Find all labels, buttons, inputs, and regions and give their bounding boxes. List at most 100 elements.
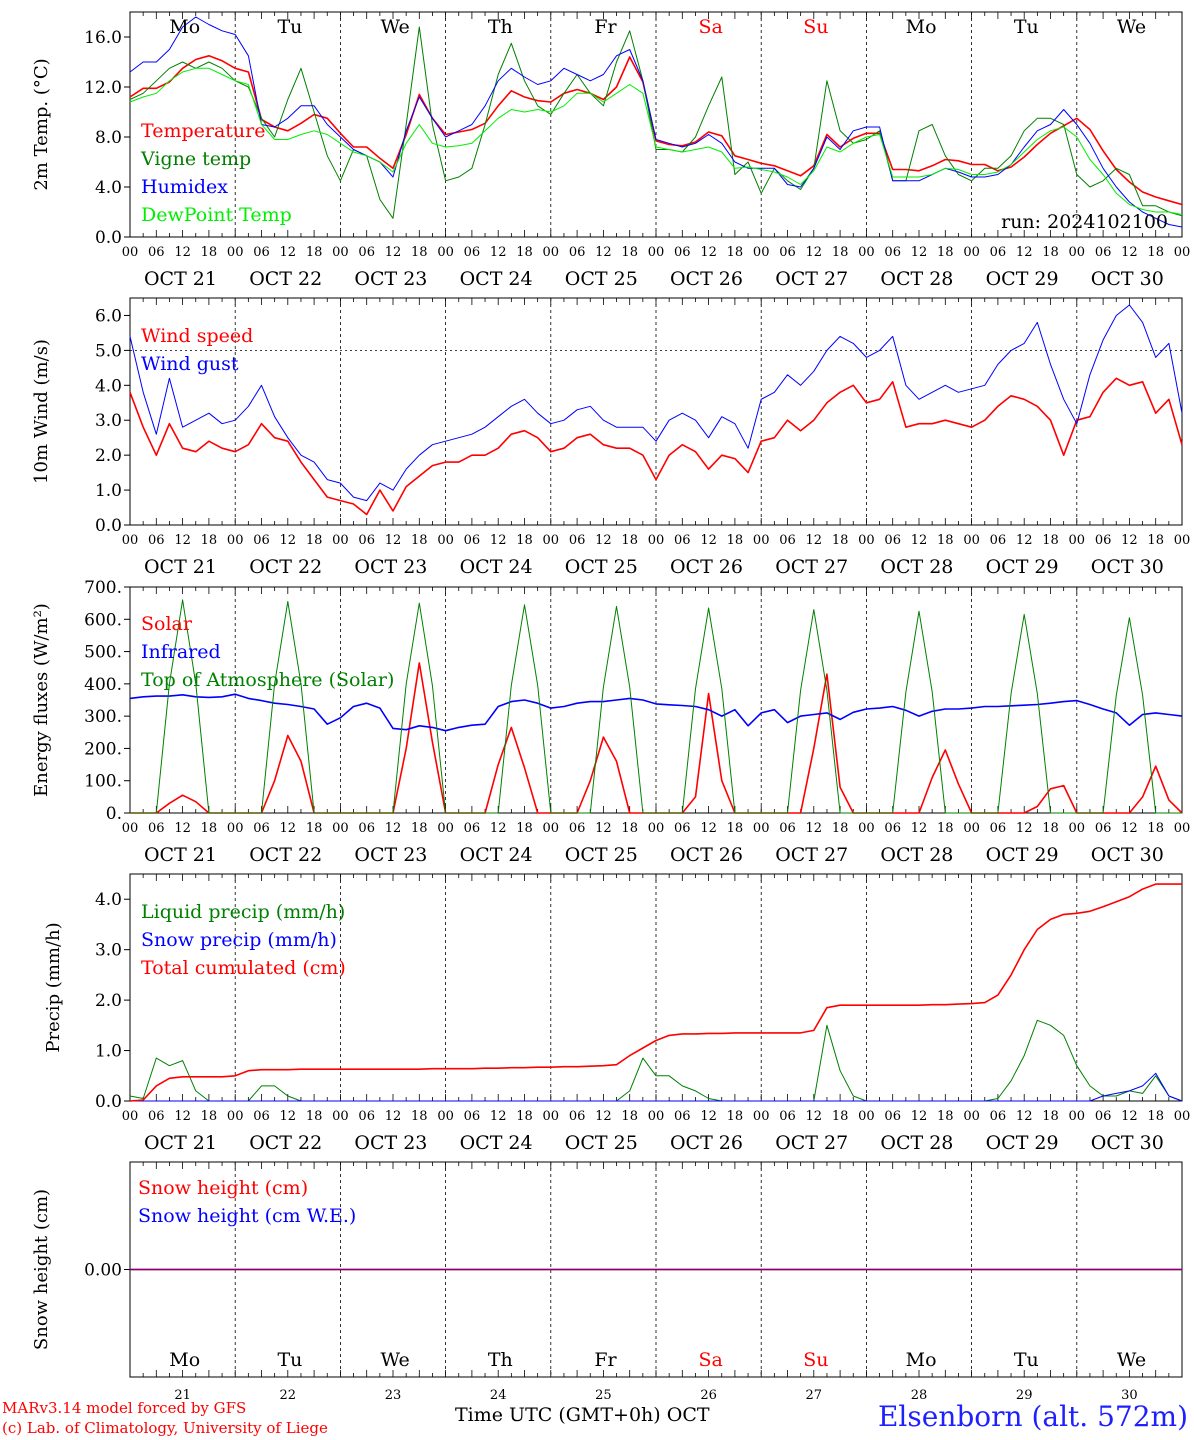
hour-tick-label: 12 [280,245,297,260]
hour-tick-label: 00 [858,821,875,836]
weekday-label: Fr [594,16,617,38]
weekday-label: Th [488,1349,513,1371]
hour-tick-label: 12 [595,245,612,260]
hour-tick-label: 06 [884,1109,901,1124]
hour-tick-label: 12 [1121,533,1138,548]
hour-tick-label: 12 [385,1109,402,1124]
hour-tick-label: 12 [280,533,297,548]
y-tick-label: 0.0 [95,228,122,248]
hour-tick-label: 18 [621,533,638,548]
x-axis-label: Time UTC (GMT+0h) OCT [455,1404,710,1426]
hour-tick-label: 18 [411,533,428,548]
day-number-label: 28 [911,1388,928,1403]
y-tick-label: 2.0 [95,991,122,1011]
hour-tick-label: 18 [411,1109,428,1124]
hour-tick-label: 06 [779,1109,796,1124]
legend-entry: Solar [141,613,193,635]
hour-tick-label: 00 [858,533,875,548]
hour-tick-label: 12 [280,1109,297,1124]
weekday-label: Tu [1014,16,1039,38]
hour-tick-label: 06 [358,1109,375,1124]
hour-tick-label: 00 [648,533,665,548]
series-line-infrared [129,693,1183,732]
hour-tick-label: 18 [1042,533,1059,548]
hour-tick-label: 12 [700,821,717,836]
hour-tick-label: 18 [937,821,954,836]
hour-tick-label: 00 [227,821,244,836]
hour-tick-label: 00 [1069,533,1086,548]
hour-tick-label: 06 [253,821,270,836]
day-number-label: 25 [595,1388,612,1403]
hour-tick-label: 00 [648,821,665,836]
date-label: OCT 23 [354,268,427,290]
legend-entry: Top of Atmosphere (Solar) [141,669,394,691]
hour-tick-label: 06 [148,821,165,836]
y-tick-label: 16.0 [84,28,122,48]
day-number-label: 24 [490,1388,507,1403]
hour-tick-label: 18 [411,245,428,260]
date-label: OCT 25 [565,556,638,578]
hour-tick-label: 12 [490,1109,507,1124]
hour-tick-label: 06 [464,533,481,548]
legend-entry: Infrared [141,641,221,663]
weekday-label: Mo [906,16,937,38]
hour-tick-label: 18 [306,1109,323,1124]
hour-tick-label: 18 [727,1109,744,1124]
hour-tick-label: 18 [621,245,638,260]
series-line-vigne-temp [129,26,1183,219]
date-label: OCT 29 [986,844,1059,866]
hour-tick-label: 06 [990,1109,1007,1124]
weekday-label: Tu [277,16,302,38]
y-axis-label: 2m Temp. (°C) [31,58,52,190]
hour-tick-label: 00 [963,821,980,836]
hour-tick-label: 06 [990,821,1007,836]
date-label: OCT 27 [775,556,848,578]
hour-tick-label: 06 [253,533,270,548]
date-label: OCT 26 [670,556,743,578]
weekday-label: We [1117,1349,1146,1371]
series-line-dewpoint-temp [129,67,1183,215]
hour-tick-label: 06 [779,245,796,260]
date-label: OCT 30 [1091,844,1164,866]
hour-tick-label: 18 [306,245,323,260]
legend-entry: DewPoint Temp [141,204,292,226]
hour-tick-label: 18 [306,821,323,836]
hour-tick-label: 18 [727,245,744,260]
hour-tick-label: 06 [990,533,1007,548]
hour-tick-label: 06 [464,821,481,836]
x-axis-month: OCT [666,1404,710,1426]
hour-tick-label: 12 [385,245,402,260]
legend-entry: Wind gust [141,353,239,375]
hour-tick-label: 00 [437,1109,454,1124]
series-line-snow-precip-mm-h- [130,1072,1183,1102]
weekday-label: Th [488,16,513,38]
y-tick-label: 1.0 [95,1042,122,1062]
hour-tick-label: 12 [595,533,612,548]
weekday-label: Su [803,16,828,38]
y-tick-label: 400. [84,675,122,695]
hour-tick-label: 12 [1016,821,1033,836]
hour-tick-label: 06 [358,821,375,836]
hour-tick-label: 12 [490,245,507,260]
hour-tick-label: 18 [411,821,428,836]
hour-tick-label: 00 [437,821,454,836]
date-label: OCT 22 [249,1132,322,1154]
y-tick-label: 6.0 [95,306,122,326]
series-line-humidex [129,16,1183,228]
day-number-label: 29 [1016,1388,1033,1403]
y-tick-label: 100. [84,772,122,792]
y-tick-label: 200. [84,739,122,759]
hour-tick-label: 06 [464,1109,481,1124]
hour-tick-label: 06 [358,245,375,260]
date-label: OCT 24 [460,1132,533,1154]
hour-tick-label: 00 [753,533,770,548]
station-name: Elsenborn (alt. 572m) [877,1400,1188,1433]
hour-tick-label: 18 [516,821,533,836]
day-number-label: 30 [1121,1388,1138,1403]
hour-tick-label: 18 [832,1109,849,1124]
hour-tick-label: 06 [464,245,481,260]
date-label: OCT 21 [144,556,217,578]
weekday-label: We [380,1349,409,1371]
x-axis-title: Time UTC (GMT+0h) [455,1404,661,1426]
hour-tick-label: 06 [569,1109,586,1124]
